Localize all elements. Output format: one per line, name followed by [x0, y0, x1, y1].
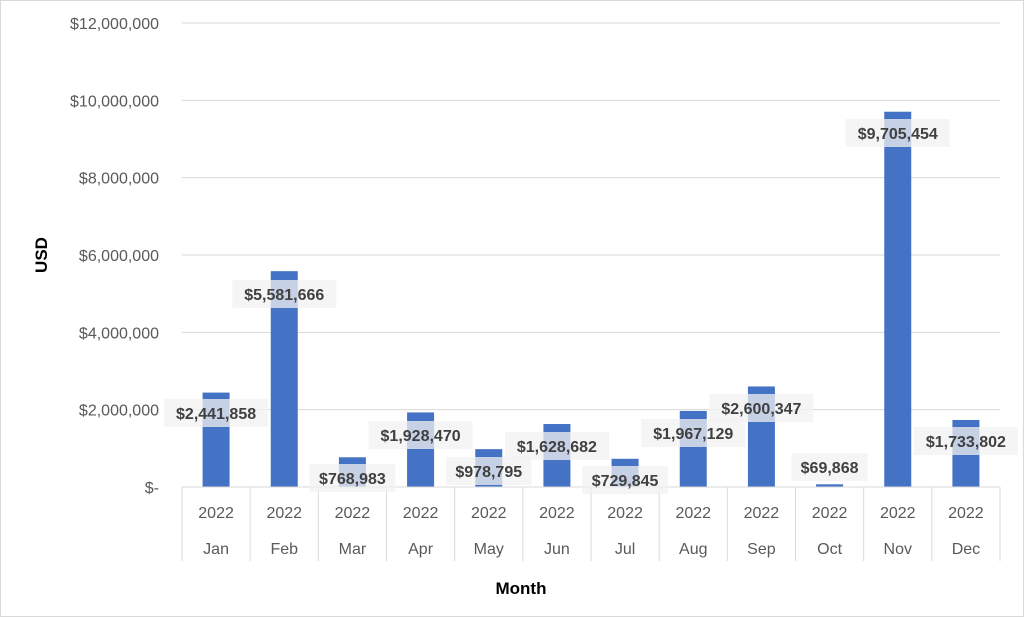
data-label-bg	[791, 453, 868, 481]
x-tick-year: 2022	[607, 505, 643, 522]
y-tick-label: $2,000,000	[79, 403, 159, 420]
data-label: $5,581,666	[244, 287, 324, 304]
x-tick-year: 2022	[675, 505, 711, 522]
data-label: $69,868	[801, 460, 859, 477]
data-label: $768,983	[319, 471, 386, 488]
data-label: $1,628,682	[517, 439, 597, 456]
data-label-bg	[845, 119, 950, 147]
x-tick-month: Apr	[408, 541, 434, 558]
bar-oct	[816, 484, 844, 487]
data-label-bg	[582, 466, 668, 494]
x-tick-month: Mar	[339, 541, 367, 558]
data-label: $2,441,858	[176, 406, 256, 423]
data-label-bg	[709, 394, 814, 422]
x-tick-month: Dec	[952, 541, 980, 558]
x-tick-year: 2022	[744, 505, 780, 522]
x-tick-month: Nov	[884, 541, 912, 558]
y-tick-label: $6,000,000	[79, 248, 159, 265]
y-axis-ticks: $- $2,000,000 $4,000,000 $6,000,000 $8,000,0…	[70, 16, 159, 497]
data-label-bg	[641, 419, 746, 447]
x-axis-title: Month	[496, 579, 547, 598]
x-tick-month: Sep	[747, 541, 776, 558]
y-tick-label: $8,000,000	[79, 171, 159, 188]
y-tick-label: $12,000,000	[70, 16, 159, 33]
bar-nov	[884, 111, 912, 487]
data-label-bg	[504, 432, 609, 460]
data-label-bg	[913, 427, 1018, 455]
data-label-bg	[232, 280, 337, 308]
data-label-bg	[309, 464, 396, 492]
y-tick-label: $4,000,000	[79, 325, 159, 342]
data-label-bg	[368, 421, 473, 449]
x-tick-month: May	[474, 541, 504, 558]
x-tick-year: 2022	[880, 505, 916, 522]
x-tick-year: 2022	[335, 505, 371, 522]
y-tick-label: $10,000,000	[70, 93, 159, 110]
x-tick-month: Jun	[544, 541, 570, 558]
x-tick-year: 2022	[812, 505, 848, 522]
gridlines	[182, 22, 1000, 411]
y-axis-title: USD	[32, 237, 51, 273]
x-axis: 2022 Jan 2022 Feb 2022 Mar 2022 Apr 2022 May 2022 J…	[181, 486, 1001, 561]
data-label: $1,928,470	[381, 428, 461, 445]
x-tick-year: 2022	[948, 505, 984, 522]
y-tick-label: $-	[145, 480, 159, 497]
data-label: $9,705,454	[858, 126, 938, 143]
x-tick-year: 2022	[403, 505, 439, 522]
data-label: $1,733,802	[926, 434, 1006, 451]
x-tick-year: 2022	[266, 505, 302, 522]
x-tick-year: 2022	[471, 505, 507, 522]
data-label: $978,795	[455, 464, 522, 481]
x-tick-year: 2022	[198, 505, 234, 522]
x-tick-month: Oct	[817, 541, 842, 558]
x-tick-month: Jan	[203, 541, 229, 558]
x-tick-year: 2022	[539, 505, 575, 522]
data-label: $729,845	[592, 473, 659, 490]
x-tick-month: Aug	[679, 541, 707, 558]
x-tick-month: Jul	[615, 541, 635, 558]
data-label-bg	[445, 457, 532, 485]
data-label-bg	[164, 399, 269, 427]
data-labels: $2,441,858 $5,581,666 $768,983 $1,928,470 $9…	[164, 119, 1018, 494]
data-label: $2,600,347	[721, 401, 801, 418]
data-label: $1,967,129	[653, 426, 733, 443]
x-tick-month: Feb	[270, 541, 298, 558]
